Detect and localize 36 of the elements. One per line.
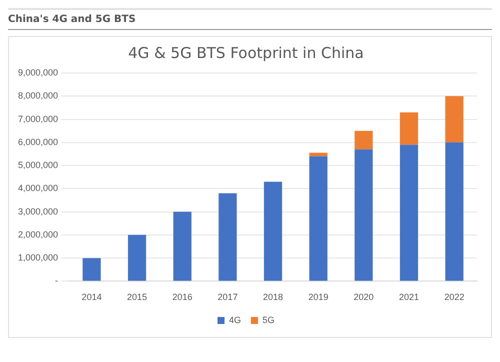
bar bbox=[354, 149, 373, 281]
bar bbox=[218, 193, 237, 281]
y-tick-label: 2,000,000 bbox=[18, 229, 58, 240]
bar bbox=[309, 156, 328, 281]
y-tick-label: 3,000,000 bbox=[18, 206, 58, 216]
x-tick-label: 2016 bbox=[172, 292, 192, 302]
y-tick-label: 9,000,000 bbox=[18, 67, 58, 78]
y-tick-label: 7,000,000 bbox=[18, 114, 58, 124]
y-tick-label: 1,000,000 bbox=[18, 252, 58, 263]
bar bbox=[82, 258, 101, 281]
bar bbox=[445, 142, 464, 281]
bar bbox=[354, 130, 373, 150]
y-tick-label: 6,000,000 bbox=[18, 136, 58, 147]
legend-label: 5G bbox=[262, 314, 275, 325]
y-tick-label: 8,000,000 bbox=[18, 90, 58, 101]
legend-label: 4G bbox=[228, 314, 242, 325]
x-tick-label: 2015 bbox=[127, 292, 148, 302]
chart-title: 4G & 5G BTS Footprint in China bbox=[128, 44, 364, 62]
bar bbox=[128, 234, 146, 281]
bar bbox=[400, 144, 418, 281]
bar bbox=[309, 152, 328, 156]
bar bbox=[173, 212, 192, 281]
bar bbox=[445, 96, 464, 142]
y-tick-label: 4,000,000 bbox=[18, 183, 58, 194]
x-tick-label: 2014 bbox=[82, 292, 102, 302]
x-tick-label: 2018 bbox=[263, 292, 284, 302]
x-tick-label: 2022 bbox=[444, 292, 464, 302]
x-tick-label: 2020 bbox=[354, 292, 374, 302]
x-tick-label: 2021 bbox=[398, 292, 420, 302]
x-tick-label: 2019 bbox=[308, 292, 328, 302]
x-tick-label: 2017 bbox=[218, 292, 238, 302]
y-tick-label: 5,000,000 bbox=[18, 160, 58, 170]
bar bbox=[264, 182, 282, 281]
y-tick-label: - bbox=[55, 276, 58, 286]
text: China's 4G and 5G BTS bbox=[8, 8, 492, 30]
bar bbox=[400, 112, 418, 145]
